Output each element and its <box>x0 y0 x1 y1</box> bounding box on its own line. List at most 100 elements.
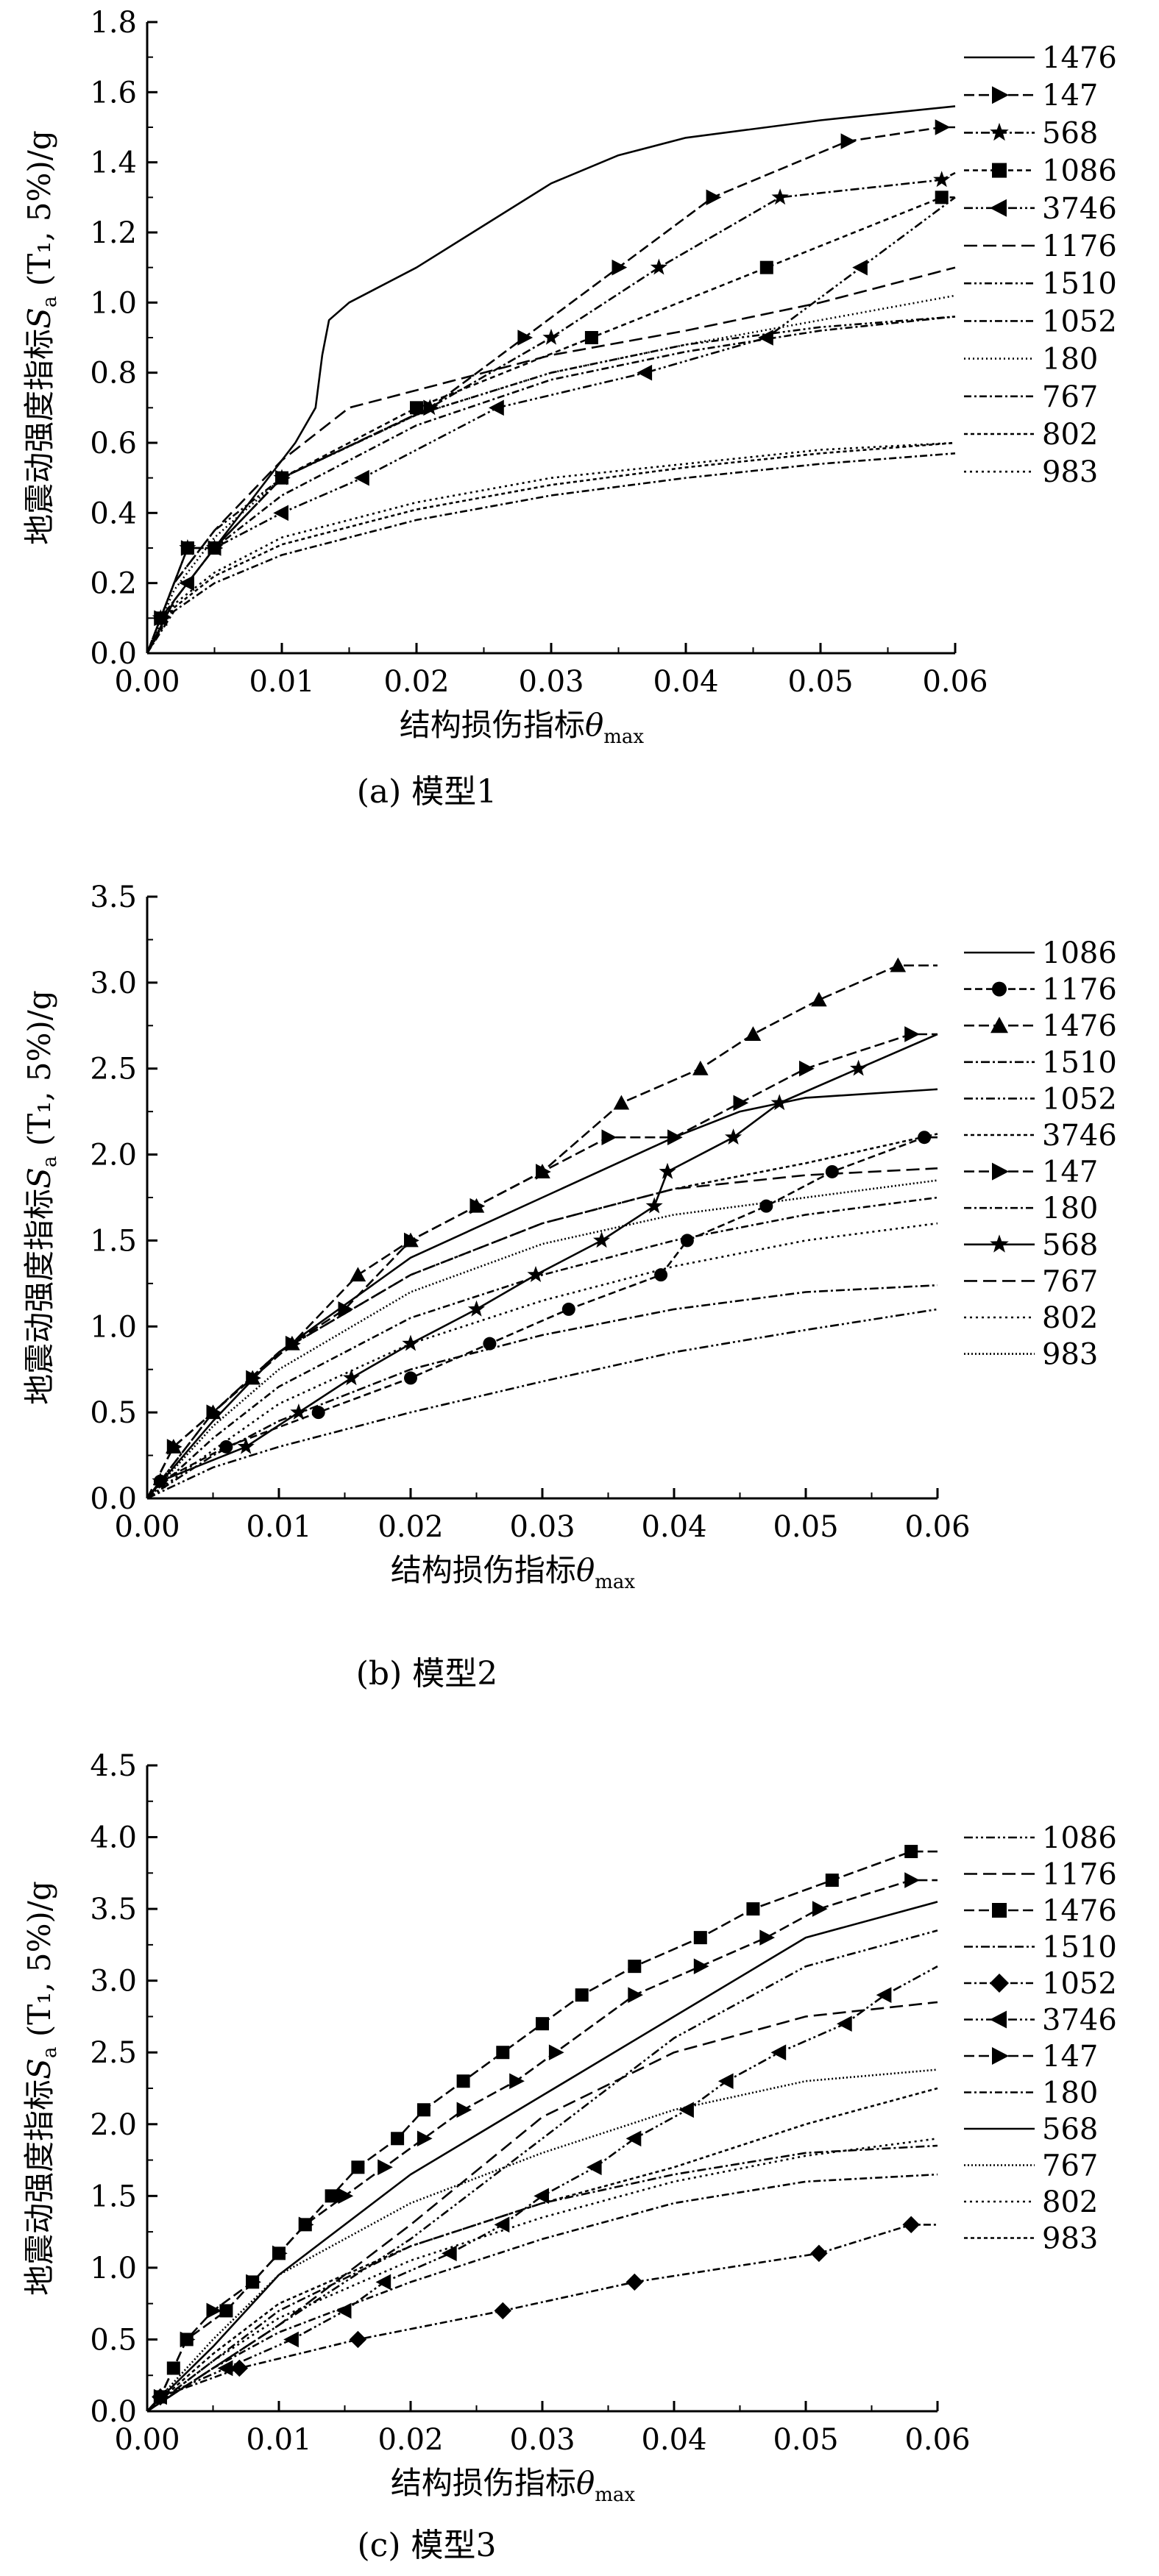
series-568 <box>146 1033 938 1499</box>
legend-label: 180 <box>1042 1192 1098 1225</box>
data-point <box>410 401 423 415</box>
data-point <box>404 1371 417 1385</box>
legend-label: 802 <box>1042 2185 1098 2219</box>
data-point <box>350 1267 366 1282</box>
y-tick-label: 0.4 <box>90 497 137 530</box>
y-axis-label-prefix: 地震动强度指标 <box>21 1189 57 1405</box>
legend-label: 568 <box>1042 1228 1098 1262</box>
data-point <box>650 258 667 275</box>
chart-panel-c: 0.00 0.01 0.02 0.03 0.04 0.05 0.06 0.0 0.5 1.0 1.5… <box>0 1717 1159 2575</box>
x-tick-label: 0.05 <box>773 2423 838 2457</box>
x-tick-label: 0.06 <box>904 2423 970 2457</box>
data-point <box>654 1268 668 1282</box>
data-point <box>628 1960 642 1974</box>
data-point <box>745 1026 762 1041</box>
data-point <box>421 399 439 416</box>
data-point <box>534 2188 549 2205</box>
x-tick-label: 0.03 <box>509 2423 575 2457</box>
data-point <box>717 2073 734 2090</box>
y-tick-label: 0.6 <box>90 427 137 460</box>
legend-marker <box>992 163 1007 178</box>
data-point <box>904 1026 920 1042</box>
data-point <box>391 2132 405 2146</box>
series-802 <box>146 2138 938 2413</box>
y-axis-label-sub: a <box>39 296 61 308</box>
legend-item: 983 <box>964 2222 1098 2256</box>
legend-item: 147 <box>964 79 1098 113</box>
legend-label: 1052 <box>1042 1967 1117 2001</box>
legend-label: 1176 <box>1042 1858 1117 1892</box>
legend-item: 3746 <box>964 192 1117 226</box>
data-point <box>467 1300 486 1317</box>
y-tick-label: 0.2 <box>90 567 137 601</box>
x-tick-label: 0.04 <box>641 1510 706 1544</box>
y-tick-label: 1.2 <box>90 216 137 250</box>
legend-label: 180 <box>1042 2077 1098 2110</box>
legend-item: 1176 <box>964 973 1117 1007</box>
y-axis-label-symbol: S <box>21 2058 57 2079</box>
legend-item: 1052 <box>964 305 1117 338</box>
legend-item: 180 <box>964 343 1098 377</box>
legend-marker <box>992 1162 1009 1181</box>
x-axis-label-prefix: 结构损伤指标 <box>391 2465 576 2501</box>
legend-label: 983 <box>1042 2222 1098 2256</box>
series-1176 <box>146 2001 938 2413</box>
y-tick-label: 0.0 <box>90 1482 137 1516</box>
data-point <box>417 2103 430 2117</box>
series-line <box>146 1901 938 2412</box>
series-line <box>146 1133 938 1499</box>
data-point <box>812 1901 828 1917</box>
data-point <box>902 2216 920 2234</box>
data-point <box>706 189 722 206</box>
data-point <box>799 1060 815 1077</box>
data-point <box>219 2304 233 2318</box>
data-point <box>613 1095 630 1110</box>
series-line <box>146 105 956 654</box>
y-tick-label: 1.6 <box>90 76 137 110</box>
y-tick-label: 2.0 <box>90 1139 137 1173</box>
legend-label: 1086 <box>1042 936 1117 970</box>
legend-label: 1476 <box>1042 1009 1117 1043</box>
y-axis-label-suffix: (T₁, 5%)/g <box>21 990 57 1156</box>
chart-caption-a: (a) 模型1 <box>356 773 497 811</box>
series-line <box>146 2001 938 2413</box>
data-point <box>575 1988 589 2002</box>
x-tick-label: 0.03 <box>518 665 584 699</box>
data-point <box>904 1845 918 1859</box>
legend-label: 147 <box>1042 79 1098 113</box>
data-point <box>536 2017 549 2031</box>
legend-item: 802 <box>964 418 1098 452</box>
data-point <box>584 331 598 344</box>
y-axis-label-symbol: S <box>21 1167 57 1189</box>
chart-svg-b: 0.00 0.01 0.02 0.03 0.04 0.05 0.06 0.0 0.5 1.0 1.5… <box>21 880 1117 1593</box>
legend-label: 767 <box>1042 380 1098 414</box>
legend-marker <box>990 199 1007 217</box>
data-point <box>273 505 288 522</box>
chart-caption-c: (c) 模型3 <box>357 2527 497 2564</box>
data-point <box>509 2073 525 2090</box>
y-tick-label: 3.0 <box>90 1965 137 1999</box>
data-point <box>561 1302 575 1316</box>
data-point <box>548 2044 564 2061</box>
y-tick-label: 1.8 <box>90 6 137 40</box>
data-point <box>770 2044 787 2061</box>
series-3746 <box>146 196 956 654</box>
x-tick-label: 0.02 <box>378 1510 443 1544</box>
data-point <box>850 1059 868 1076</box>
chart-svg-c: 0.00 0.01 0.02 0.03 0.04 0.05 0.06 0.0 0.5 1.0 1.5… <box>21 1749 1117 2506</box>
legend-marker <box>992 86 1009 104</box>
legend-marker <box>992 981 1007 997</box>
legend-label: 1510 <box>1042 1046 1117 1080</box>
y-axis-label: 地震动强度指标Sa (T₁, 5%)/g <box>21 1881 61 2296</box>
y-tick-label: 2.5 <box>90 1053 137 1086</box>
legend-item: 1510 <box>964 1046 1117 1080</box>
series-180 <box>146 2173 938 2413</box>
chart-panel-b: 0.00 0.01 0.02 0.03 0.04 0.05 0.06 0.0 0.5 1.0 1.5… <box>0 858 1159 1717</box>
data-point <box>354 469 369 486</box>
data-point <box>166 1439 182 1455</box>
y-axis-label: 地震动强度指标Sa (T₁, 5%)/g <box>21 130 61 545</box>
data-point <box>770 1094 788 1111</box>
series-1052 <box>146 1308 938 1500</box>
legend-label: 1176 <box>1042 230 1117 263</box>
x-tick-label: 0.00 <box>114 665 180 699</box>
